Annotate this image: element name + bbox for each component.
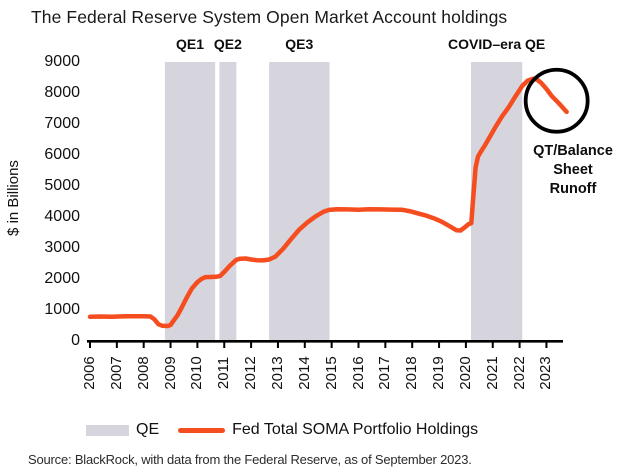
soma-line-swatch (178, 427, 226, 433)
y-tick-label: 5000 (44, 177, 80, 194)
qt-annotation-line-1: QT/Balance (533, 143, 613, 159)
x-tick-label: 2016 (349, 356, 367, 390)
x-tick-label: 2007 (107, 356, 125, 390)
qe-band-swatch (86, 424, 129, 436)
x-tick-label: 2021 (483, 356, 501, 390)
x-tick-label: 2013 (268, 356, 286, 390)
y-tick-label: 1000 (44, 301, 80, 318)
qe-band (471, 62, 523, 341)
qe-band-label: QE2 (213, 36, 242, 52)
x-tick-label: 2014 (295, 356, 313, 390)
y-tick-label: 3000 (44, 239, 80, 256)
qt-balance-sheet-runoff-annotation: QT/Balance Sheet Runoff (503, 142, 640, 199)
y-tick-label: 4000 (44, 208, 80, 225)
soma-holdings-line (87, 76, 569, 329)
source-note: Source: BlackRock, with data from the Fe… (28, 452, 472, 467)
chart-title: The Federal Reserve System Open Market A… (31, 7, 508, 27)
y-tick-label: 2000 (44, 270, 80, 287)
x-tick-label: 2020 (456, 356, 474, 390)
qe-band-label: QE3 (285, 36, 314, 52)
x-tick-label: 2022 (510, 356, 528, 390)
y-tick-label: 8000 (44, 84, 80, 101)
x-tick-label: 2006 (81, 356, 98, 390)
legend: QE Fed Total SOMA Portfolio Holdings (86, 419, 478, 441)
qt-annotation-line-2: Sheet (553, 162, 593, 178)
y-tick-label: 9000 (44, 53, 80, 70)
legend-soma-label: Fed Total SOMA Portfolio Holdings (232, 421, 479, 438)
x-tick-label: 2009 (161, 356, 179, 390)
x-tick-label: 2011 (215, 356, 233, 390)
x-tick-label: 2008 (134, 356, 152, 390)
y-tick-label: 6000 (44, 146, 80, 163)
qt-annotation-line-3: Runoff (549, 181, 597, 197)
y-tick-label: 7000 (44, 115, 80, 132)
legend-qe-label: QE (136, 421, 160, 438)
qt-highlight-circle (523, 67, 590, 134)
x-tick-label: 2017 (376, 356, 394, 390)
x-tick-label: 2010 (188, 356, 206, 390)
x-tick-label: 2012 (242, 356, 260, 390)
qe-band (219, 62, 237, 341)
qe-band-label: COVID–era QE (448, 36, 546, 52)
x-tick-label: 2023 (537, 356, 555, 390)
x-tick-label: 2019 (430, 356, 448, 390)
x-tick-label: 2018 (403, 356, 421, 390)
y-tick-label: 0 (71, 332, 80, 349)
x-tick-label: 2015 (322, 356, 340, 390)
qe-band (269, 62, 330, 341)
qe-band (164, 62, 216, 341)
qe-band-label: QE1 (176, 36, 205, 52)
